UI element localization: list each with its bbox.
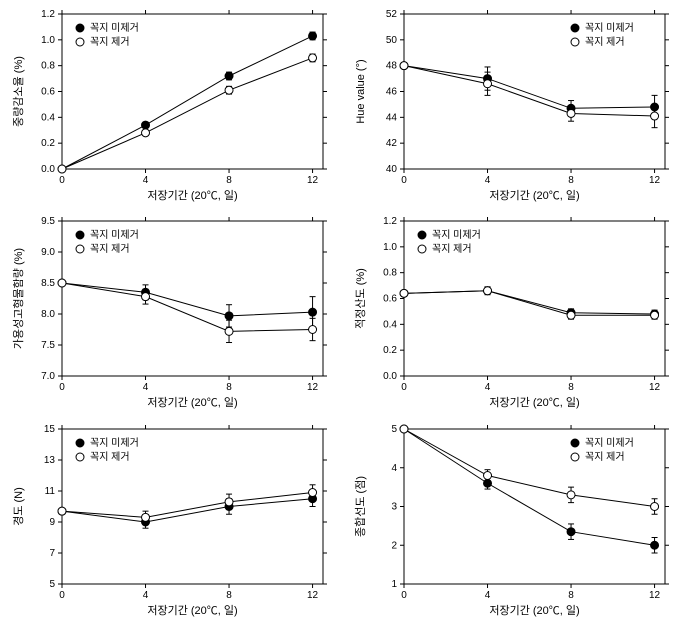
svg-text:12: 12 xyxy=(307,175,319,186)
xlabel: 저장기간 (20℃, 일) xyxy=(489,603,579,617)
ylabel: 가용성고형물함량 (%) xyxy=(12,248,25,349)
svg-text:8.0: 8.0 xyxy=(41,309,55,320)
svg-text:13: 13 xyxy=(44,455,56,466)
legend: 꼭지 미제거꼭지 제거 xyxy=(571,22,634,48)
svg-text:0: 0 xyxy=(401,175,407,186)
panel-firmness: 57911131504812경도 (N)저장기간 (20℃, 일)꼭지 미제거꼭… xyxy=(0,415,342,622)
svg-text:0.4: 0.4 xyxy=(41,112,55,123)
ylabel: 적정산도 (%) xyxy=(354,269,367,330)
svg-text:0.8: 0.8 xyxy=(41,61,55,72)
svg-text:꼭지 제거: 꼭지 제거 xyxy=(432,243,472,255)
svg-text:8.5: 8.5 xyxy=(41,278,55,289)
svg-text:12: 12 xyxy=(307,590,319,601)
svg-text:50: 50 xyxy=(385,35,397,46)
svg-text:4: 4 xyxy=(391,462,397,473)
svg-text:꼭지 미제거: 꼭지 미제거 xyxy=(90,229,139,241)
svg-text:11: 11 xyxy=(45,486,56,497)
svg-text:0.6: 0.6 xyxy=(41,87,55,98)
svg-text:2: 2 xyxy=(391,540,397,551)
svg-text:9: 9 xyxy=(49,517,55,528)
svg-text:0.6: 0.6 xyxy=(383,294,397,305)
svg-text:4: 4 xyxy=(484,175,490,186)
xlabel: 저장기간 (20℃, 일) xyxy=(147,395,237,409)
svg-text:1: 1 xyxy=(391,579,397,590)
svg-text:0.8: 0.8 xyxy=(383,268,397,279)
svg-text:4: 4 xyxy=(143,590,149,601)
svg-text:4: 4 xyxy=(484,590,490,601)
svg-text:7: 7 xyxy=(49,548,55,559)
panel-hue_value: 4042444648505204812Hue value (°)저장기간 (20… xyxy=(342,0,683,207)
svg-text:0: 0 xyxy=(59,590,65,601)
svg-text:1.0: 1.0 xyxy=(383,242,397,253)
svg-text:40: 40 xyxy=(385,164,397,175)
svg-text:8: 8 xyxy=(568,175,574,186)
svg-text:9.0: 9.0 xyxy=(41,247,55,258)
svg-text:12: 12 xyxy=(648,590,660,601)
panel-ta: 0.0 0.2 0.4 0.6 0.8 1.0 1.2 0 4 8 12 적정산도 (%) 저장기간 (… xyxy=(342,207,683,414)
svg-text:12: 12 xyxy=(648,175,660,186)
xlabel: 저장기간 (20℃, 일) xyxy=(147,603,237,617)
svg-text:꼭지 미제거: 꼭지 미제거 xyxy=(585,22,634,34)
svg-text:5: 5 xyxy=(391,424,397,435)
svg-text:1.2: 1.2 xyxy=(383,216,397,227)
svg-text:8: 8 xyxy=(568,382,574,393)
panel-ssc: 7.0 7.5 8.0 8.5 9.0 9.5 0 4 8 12 가용성고형물함량 (%) 저장기간 … xyxy=(0,207,342,414)
svg-text:5: 5 xyxy=(49,579,55,590)
svg-text:42: 42 xyxy=(385,138,397,149)
ylabel: 종합선도 (점) xyxy=(354,476,367,537)
svg-text:8: 8 xyxy=(226,590,232,601)
svg-text:15: 15 xyxy=(44,424,56,435)
svg-text:꼭지 미제거: 꼭지 미제거 xyxy=(432,229,481,241)
svg-text:3: 3 xyxy=(391,501,397,512)
svg-text:꼭지 미제거: 꼭지 미제거 xyxy=(90,437,139,449)
chart-grid: 0.00.20.40.60.81.01.204812중량감소율 (%)저장기간 … xyxy=(0,0,683,622)
legend: 꼭지 미제거꼭지 제거 xyxy=(76,437,139,463)
ylabel: Hue value (°) xyxy=(355,59,367,123)
svg-text:꼭지 제거: 꼭지 제거 xyxy=(585,451,625,463)
panel-overall: 1234504812종합선도 (점)저장기간 (20℃, 일)꼭지 미제거꼭지 … xyxy=(342,415,683,622)
ylabel: 경도 (N) xyxy=(12,487,25,526)
xlabel: 저장기간 (20℃, 일) xyxy=(489,395,579,409)
svg-text:4: 4 xyxy=(484,382,490,393)
svg-text:꼭지 미제거: 꼭지 미제거 xyxy=(585,437,634,449)
svg-text:0: 0 xyxy=(59,175,65,186)
svg-text:꼭지 제거: 꼭지 제거 xyxy=(585,36,625,48)
legend: 꼭지 미제거꼭지 제거 xyxy=(571,437,634,463)
panel-weight_loss: 0.0 0.2 0.4 0.6 0.8 1.0 1.2 0 4 8 12 중량감소율 (%) 저장기간 … xyxy=(0,0,342,207)
svg-text:8: 8 xyxy=(568,590,574,601)
svg-text:4: 4 xyxy=(143,175,149,186)
svg-text:꼭지 제거: 꼭지 제거 xyxy=(90,243,130,255)
xlabel: 저장기간 (20℃, 일) xyxy=(147,188,237,202)
xlabel: 저장기간 (20℃, 일) xyxy=(489,188,579,202)
svg-text:1.2: 1.2 xyxy=(41,9,55,20)
svg-text:0.2: 0.2 xyxy=(383,345,397,356)
svg-text:12: 12 xyxy=(307,382,319,393)
svg-text:1.0: 1.0 xyxy=(41,35,55,46)
legend: 꼭지 미제거꼭지 제거 xyxy=(76,22,139,48)
legend: 꼭지 미제거꼭지 제거 xyxy=(418,229,481,255)
svg-text:44: 44 xyxy=(385,112,397,123)
svg-text:48: 48 xyxy=(385,61,397,72)
svg-text:9.5: 9.5 xyxy=(41,216,55,227)
svg-text:꼭지 미제거: 꼭지 미제거 xyxy=(90,22,139,34)
svg-text:0.0: 0.0 xyxy=(41,164,55,175)
svg-text:4: 4 xyxy=(143,382,149,393)
svg-text:0.0: 0.0 xyxy=(383,371,397,382)
svg-text:꼭지 제거: 꼭지 제거 xyxy=(90,36,130,48)
svg-text:8: 8 xyxy=(226,382,232,393)
svg-text:0: 0 xyxy=(59,382,65,393)
svg-text:52: 52 xyxy=(385,9,397,20)
ylabel: 중량감소율 (%) xyxy=(12,56,25,127)
svg-text:46: 46 xyxy=(385,87,397,98)
svg-text:0.4: 0.4 xyxy=(383,320,397,331)
svg-text:12: 12 xyxy=(648,382,660,393)
svg-text:7.0: 7.0 xyxy=(41,371,55,382)
svg-text:7.5: 7.5 xyxy=(41,340,55,351)
svg-text:0.2: 0.2 xyxy=(41,138,55,149)
svg-text:꼭지 제거: 꼭지 제거 xyxy=(90,451,130,463)
svg-text:8: 8 xyxy=(226,175,232,186)
svg-text:0: 0 xyxy=(401,382,407,393)
svg-text:0: 0 xyxy=(401,590,407,601)
legend: 꼭지 미제거꼭지 제거 xyxy=(76,229,139,255)
